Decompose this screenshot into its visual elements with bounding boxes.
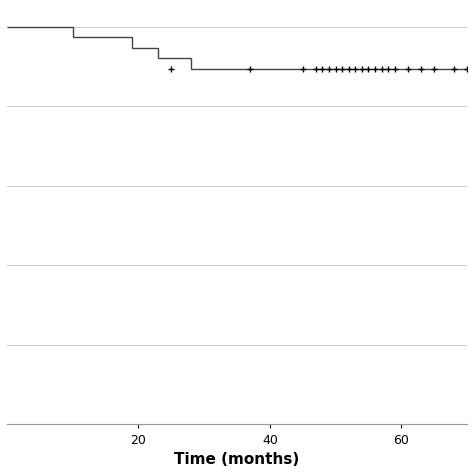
X-axis label: Time (months): Time (months) (174, 452, 300, 467)
